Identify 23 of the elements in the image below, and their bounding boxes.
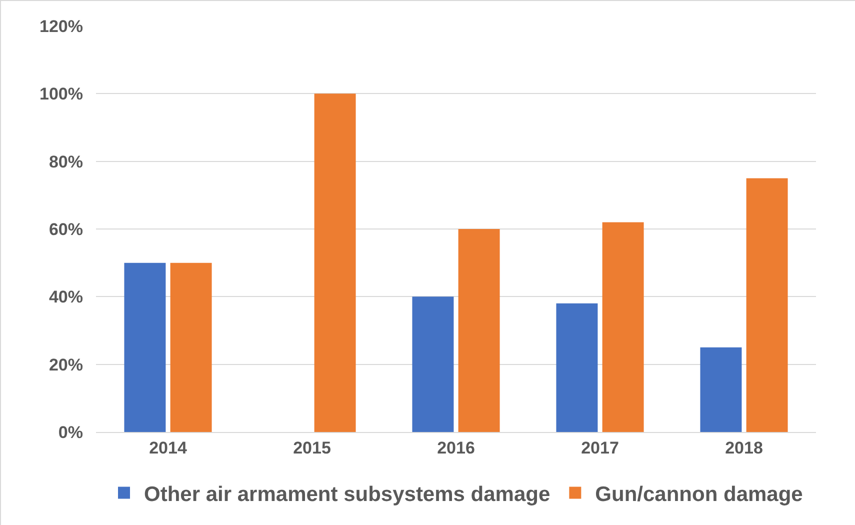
bar — [124, 262, 166, 432]
bar — [170, 262, 212, 432]
x-tick-label: 2016 — [437, 438, 475, 458]
bar — [556, 303, 598, 432]
x-tick-label: 2018 — [725, 438, 763, 458]
bar — [458, 229, 500, 432]
bar — [602, 222, 644, 432]
y-tick-label: 60% — [48, 220, 83, 239]
y-tick-label: 0% — [58, 422, 83, 442]
bar — [746, 178, 788, 432]
y-tick-label: 100% — [40, 84, 83, 104]
bar — [700, 347, 742, 432]
y-tick-label: 120% — [40, 16, 83, 36]
bar — [412, 296, 454, 432]
bar — [314, 94, 356, 432]
y-tick-label: 40% — [48, 288, 83, 307]
y-tick-label: 80% — [48, 152, 83, 172]
x-tick-label: 2014 — [149, 438, 188, 458]
legend-label: Other air armament subsystems damage — [144, 482, 550, 506]
legend-label: Gun/cannon damage — [595, 482, 803, 506]
x-tick-label: 2015 — [293, 438, 331, 458]
x-tick-label: 2017 — [581, 438, 619, 458]
y-tick-label: 20% — [48, 355, 83, 374]
